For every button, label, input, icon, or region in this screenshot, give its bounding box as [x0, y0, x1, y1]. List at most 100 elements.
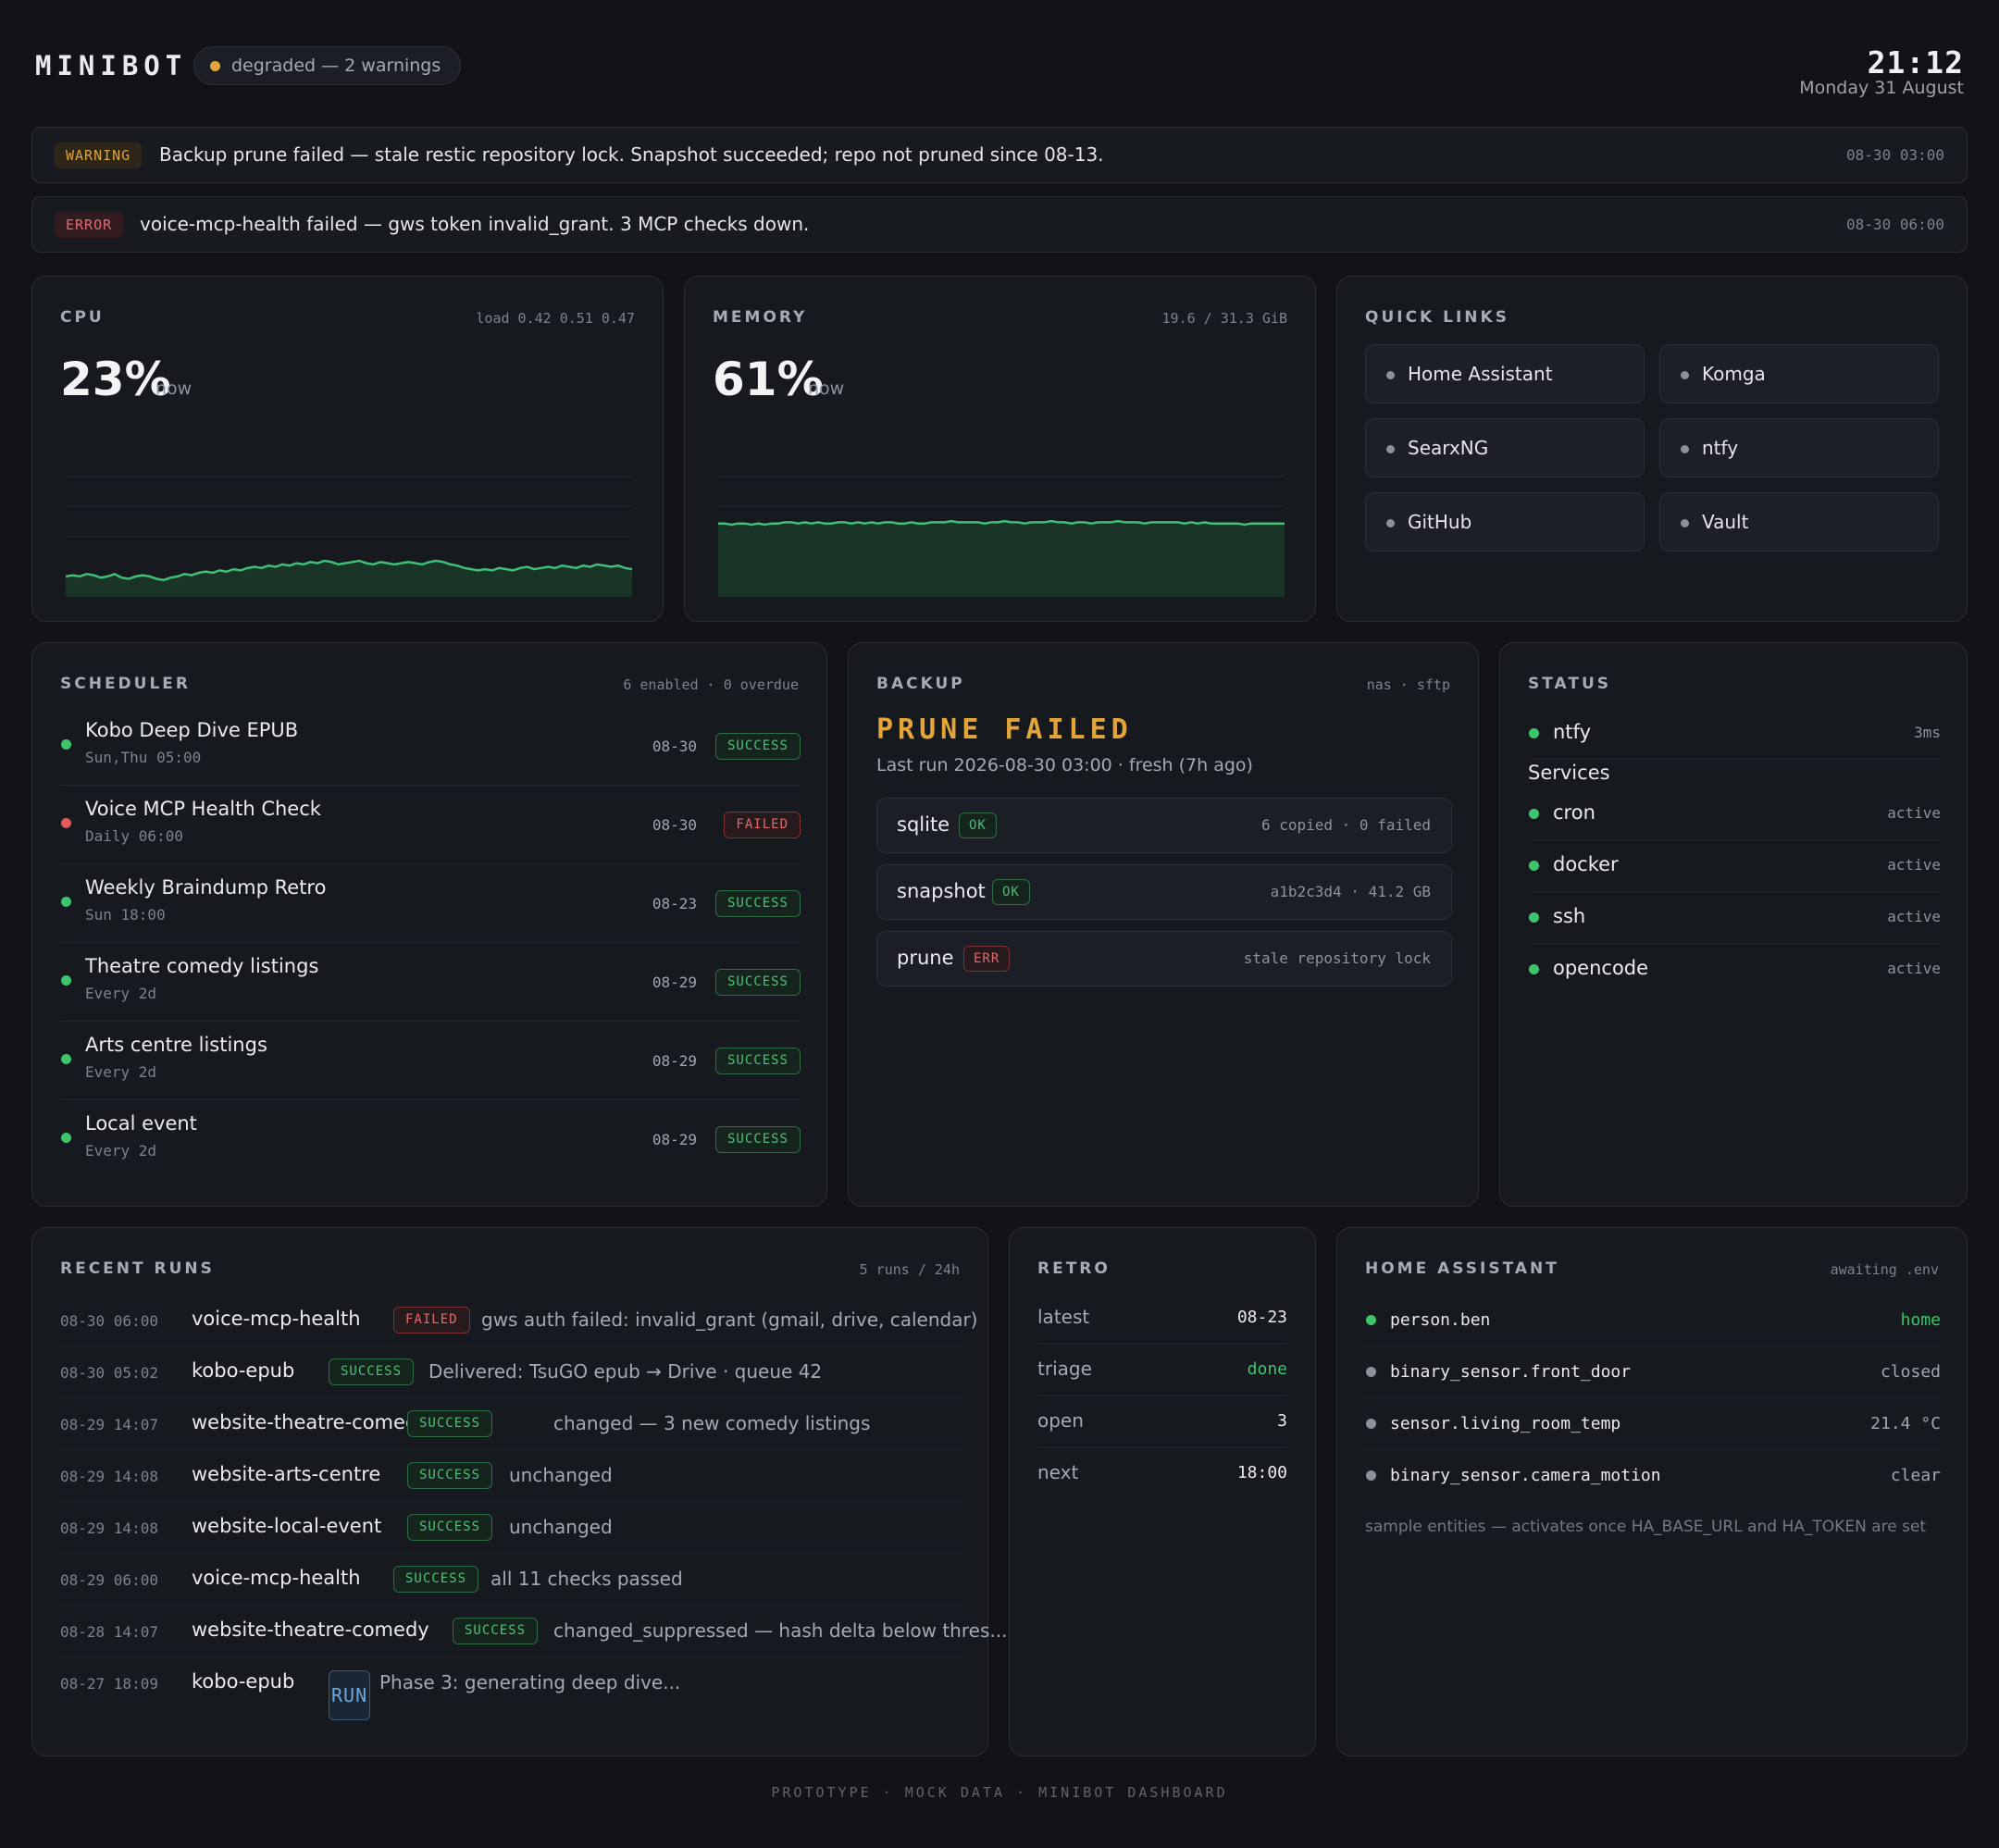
cpu-value: 23%: [60, 353, 171, 406]
backup-headline: PRUNE FAILED: [876, 713, 1133, 746]
run-row[interactable]: 08-28 14:07 website-theatre-comedy SUCCE…: [60, 1606, 1007, 1657]
quick-link-github[interactable]: GitHub: [1365, 492, 1645, 552]
quick-link-komga[interactable]: Komga: [1659, 344, 1939, 403]
status-dot-icon: [1366, 1419, 1376, 1429]
status-dot-icon: [1529, 728, 1539, 738]
system-status-pill[interactable]: degraded — 2 warnings: [193, 46, 462, 85]
service-state: active: [1887, 908, 1941, 925]
quick-link-searxng[interactable]: SearxNG: [1365, 418, 1645, 478]
scheduler-row[interactable]: Voice MCP Health Check Daily 06:00 08-30…: [60, 786, 801, 864]
memory-sparkline: [718, 476, 1285, 597]
status-badge: FAILED: [393, 1307, 470, 1333]
cpu-card: CPU load 0.42 0.51 0.47 23% now: [31, 276, 664, 622]
quick-link-label: Vault: [1702, 511, 1749, 533]
run-row[interactable]: 08-29 06:00 voice-mcp-health SUCCESS all…: [60, 1554, 962, 1606]
quick-link-ntfy[interactable]: ntfy: [1659, 418, 1939, 478]
entity-id: sensor.living_room_temp: [1390, 1414, 1621, 1433]
service-row[interactable]: cron active: [1528, 788, 1941, 840]
status-row-ntfy[interactable]: ntfy 3ms: [1528, 708, 1941, 760]
retro-row-next: next 18:00: [1037, 1448, 1287, 1500]
status-badge: SUCCESS: [714, 1048, 801, 1074]
entity-row[interactable]: binary_sensor.camera_motion clear: [1365, 1450, 1941, 1502]
status-badge: SUCCESS: [453, 1618, 539, 1644]
job-last-run: 08-30: [652, 816, 697, 834]
scheduler-row[interactable]: Local event Every 2d 08-29 SUCCESS: [60, 1100, 801, 1179]
service-name: ssh: [1553, 905, 1586, 927]
run-row[interactable]: 08-29 14:08 website-arts-centre SUCCESS …: [60, 1450, 962, 1502]
run-message: changed_suppressed — hash delta below th…: [553, 1619, 1008, 1642]
backup-step-prune[interactable]: prune ERR stale repository lock: [876, 931, 1452, 986]
retro-value: 3: [1277, 1411, 1287, 1431]
job-last-run: 08-29: [652, 974, 697, 991]
run-time: 08-29 06:00: [60, 1571, 158, 1589]
run-row[interactable]: 08-29 14:08 website-local-event SUCCESS …: [60, 1502, 962, 1554]
job-schedule: Sun,Thu 05:00: [85, 749, 202, 766]
quick-link-vault[interactable]: Vault: [1659, 492, 1939, 552]
home-assistant-state: awaiting .env: [1830, 1261, 1939, 1278]
job-name: Kobo Deep Dive EPUB: [85, 719, 299, 741]
chart-area: [718, 521, 1285, 597]
run-time: 08-30 06:00: [60, 1312, 158, 1330]
status-badge: SUCCESS: [714, 733, 801, 760]
backup-step-detail: stale repository lock: [1243, 949, 1431, 967]
backup-step-name: snapshot: [897, 880, 986, 902]
retro-card: RETRO latest 08-23 triage done open 3 ne…: [1009, 1227, 1316, 1756]
alert-error[interactable]: ERROR voice-mcp-health failed — gws toke…: [31, 196, 1968, 253]
entity-row[interactable]: binary_sensor.front_door closed: [1365, 1346, 1941, 1398]
home-assistant-card: HOME ASSISTANT awaiting .env person.ben …: [1336, 1227, 1968, 1756]
service-state: active: [1887, 856, 1941, 874]
service-row[interactable]: docker active: [1528, 840, 1941, 892]
status-badge: FAILED: [724, 812, 801, 838]
status-dot-icon: [61, 975, 71, 986]
service-name: cron: [1553, 801, 1595, 824]
service-row[interactable]: opencode active: [1528, 944, 1941, 996]
quick-link-label: ntfy: [1702, 437, 1739, 459]
retro-value: done: [1247, 1359, 1287, 1379]
clock: 21:12: [1867, 44, 1964, 81]
alert-level-badge: WARNING: [55, 143, 143, 168]
status-badge: OK: [992, 879, 1030, 905]
run-row[interactable]: 08-30 05:02 kobo-epub SUCCESS Delivered:…: [60, 1346, 962, 1398]
quick-link-home-assistant[interactable]: Home Assistant: [1365, 344, 1645, 403]
status-dot-icon: [61, 739, 71, 750]
entity-row[interactable]: person.ben home: [1365, 1295, 1941, 1346]
scheduler-row[interactable]: Theatre comedy listings Every 2d 08-29 S…: [60, 943, 801, 1022]
service-row[interactable]: ssh active: [1528, 892, 1941, 944]
run-time: 08-28 14:07: [60, 1623, 158, 1641]
scheduler-card: SCHEDULER 6 enabled · 0 overdue Kobo Dee…: [31, 642, 827, 1207]
entity-state: clear: [1890, 1466, 1941, 1485]
scheduler-row[interactable]: Weekly Braindump Retro Sun 18:00 08-23 S…: [60, 864, 801, 943]
backup-step-snapshot[interactable]: snapshot OK a1b2c3d4 · 41.2 GB: [876, 864, 1452, 920]
retro-key: latest: [1037, 1306, 1090, 1328]
status-dot-icon: [1529, 912, 1539, 923]
status-badge: SUCCESS: [407, 1462, 493, 1489]
scheduler-row[interactable]: Kobo Deep Dive EPUB Sun,Thu 05:00 08-30 …: [60, 707, 801, 786]
status-dot-icon: [61, 897, 71, 907]
scheduler-row[interactable]: Arts centre listings Every 2d 08-29 SUCC…: [60, 1022, 801, 1100]
backup-card: BACKUP nas · sftp PRUNE FAILED Last run …: [848, 642, 1479, 1207]
scheduler-summary: 6 enabled · 0 overdue: [623, 676, 799, 693]
run-message: unchanged: [509, 1516, 613, 1538]
card-title: RETRO: [1037, 1259, 1111, 1278]
card-title: STATUS: [1528, 675, 1612, 693]
run-message: changed — 3 new comedy listings: [553, 1412, 871, 1434]
status-badge: SUCCESS: [714, 969, 801, 996]
bullet-icon: [1681, 371, 1689, 379]
status-dot-icon: [1529, 964, 1539, 974]
status-badge: SUCCESS: [329, 1358, 415, 1385]
run-row[interactable]: 08-30 06:00 voice-mcp-health FAILED gws …: [60, 1295, 977, 1346]
run-row[interactable]: 08-29 14:07 website-theatre-comedy SUCCE…: [60, 1398, 962, 1450]
job-last-run: 08-29: [652, 1052, 697, 1070]
alert-warning[interactable]: WARNING Backup prune failed — stale rest…: [31, 127, 1968, 183]
backup-step-sqlite[interactable]: sqlite OK 6 copied · 0 failed: [876, 798, 1452, 853]
bullet-icon: [1386, 519, 1395, 527]
entity-row[interactable]: sensor.living_room_temp 21.4 °C: [1365, 1398, 1941, 1450]
retro-row-open: open 3: [1037, 1396, 1287, 1448]
run-row[interactable]: 08-27 18:09 kobo-epub RUN Phase 3: gener…: [60, 1657, 962, 1720]
service-name: docker: [1553, 853, 1619, 875]
alert-message: Backup prune failed — stale restic repos…: [159, 143, 1104, 166]
service-state: active: [1887, 804, 1941, 822]
memory-sub: now: [808, 378, 845, 399]
status-badge: OK: [959, 812, 997, 838]
retro-value: 08-23: [1236, 1308, 1287, 1327]
